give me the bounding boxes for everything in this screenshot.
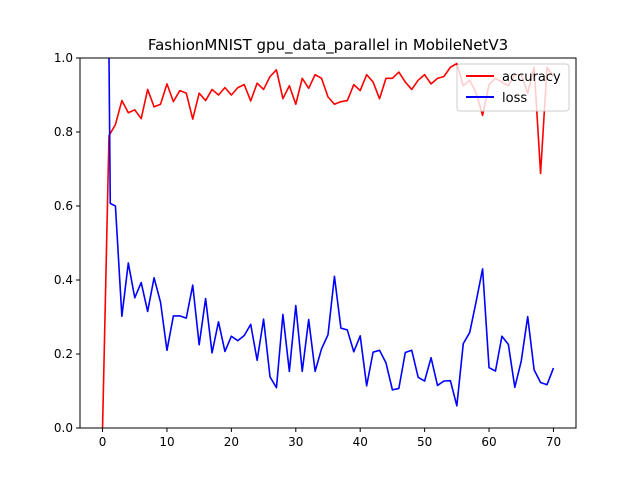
y-tick-label: 0.6 — [54, 199, 73, 213]
x-tick-label: 50 — [417, 435, 432, 449]
legend: accuracy loss — [456, 63, 570, 112]
series-line-loss — [108, 58, 555, 407]
legend-accuracy-label: accuracy — [502, 70, 561, 85]
y-tick-label: 0.0 — [54, 421, 73, 435]
x-tick-label: 40 — [353, 435, 368, 449]
x-tick-label: 10 — [159, 435, 174, 449]
x-axis: 0 10 20 30 40 50 60 70 — [99, 428, 561, 449]
y-tick-label: 0.4 — [54, 273, 73, 287]
y-axis: 0.0 0.2 0.4 0.6 0.8 1.0 — [54, 51, 80, 435]
y-tick-label: 0.8 — [54, 125, 73, 139]
x-tick-label: 30 — [288, 435, 303, 449]
y-tick-label: 0.2 — [54, 347, 73, 361]
x-tick-label: 0 — [99, 435, 107, 449]
x-tick-label: 20 — [224, 435, 239, 449]
axes-frame — [79, 57, 577, 429]
plot-area: 0 10 20 30 40 50 60 70 0.0 0.2 0.4 0.6 0.8 1.0 — [54, 51, 577, 449]
y-tick-label: 1.0 — [54, 51, 73, 65]
legend-loss-label: loss — [502, 91, 527, 106]
chart-title: FashionMNIST gpu_data_parallel in Mobile… — [148, 36, 508, 55]
x-tick-label: 70 — [546, 435, 561, 449]
x-tick-label: 60 — [481, 435, 496, 449]
